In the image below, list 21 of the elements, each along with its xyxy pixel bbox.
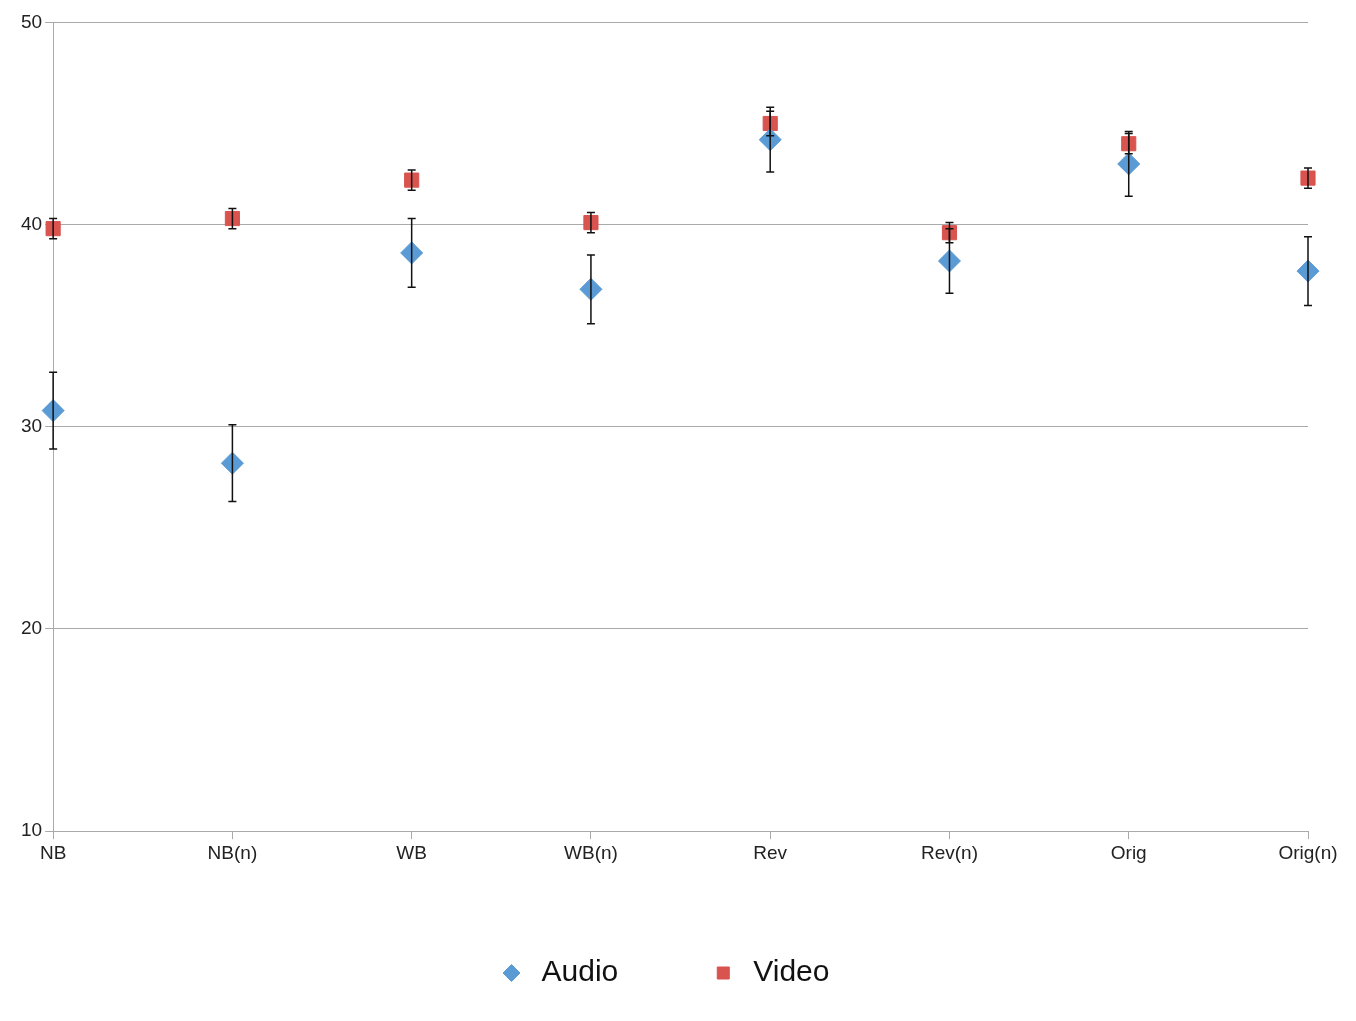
- x-tick-label: NB(n): [207, 841, 258, 863]
- legend-label: Video: [753, 954, 830, 988]
- point: [220, 451, 244, 475]
- x-tick-label: Rev: [753, 841, 788, 863]
- point: [400, 241, 424, 265]
- x-tick-label: Rev(n): [920, 841, 978, 863]
- x-tick-label: WB: [396, 841, 427, 863]
- y-tick-label: 10: [20, 819, 43, 841]
- point: [1121, 136, 1137, 152]
- y-tick-label: 50: [20, 10, 43, 32]
- y-tick-label: 20: [20, 617, 43, 639]
- point: [45, 221, 61, 237]
- y-tick-label: 40: [20, 212, 43, 234]
- x-tick-label: WB(n): [564, 841, 618, 863]
- point: [1117, 152, 1141, 176]
- x-tick-label: Orig: [1110, 841, 1147, 863]
- point: [937, 249, 961, 273]
- legend-label: Audio: [541, 954, 619, 988]
- x-tick-label: Orig(n): [1278, 841, 1338, 863]
- x-tick-label: NB: [39, 841, 67, 863]
- y-tick-label: 30: [20, 415, 43, 437]
